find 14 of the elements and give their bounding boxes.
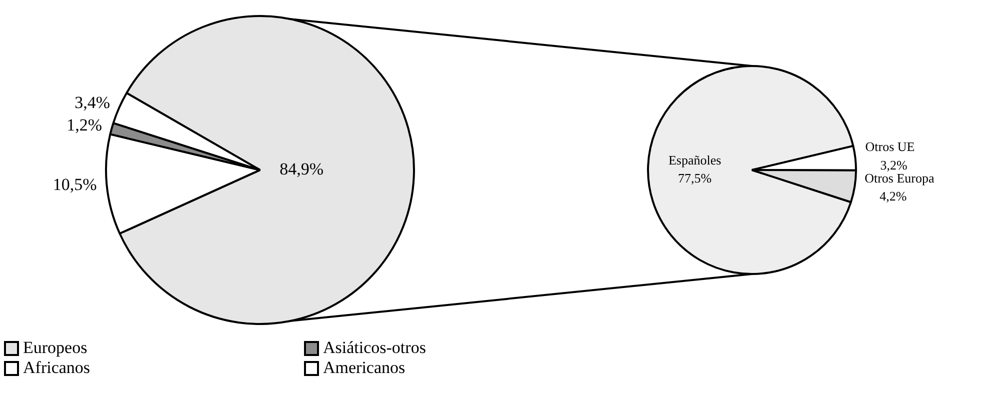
legend-label: Asiáticos-otros	[323, 338, 426, 358]
data-label: 3,2%	[880, 157, 908, 172]
data-label: 3,4%	[74, 93, 110, 112]
slice-label: Otros Europa	[864, 170, 934, 186]
slice-label: Españoles	[668, 152, 722, 168]
legend-label: Africanos	[23, 358, 90, 378]
legend-label: Americanos	[323, 358, 406, 378]
data-label: 4,2%	[880, 188, 907, 204]
data-label: 84,9%	[280, 159, 324, 178]
slice-label: Otros UE	[865, 139, 915, 154]
data-label: 77,5%	[678, 170, 712, 186]
legend-label: Europeos	[23, 338, 88, 358]
data-label: 1,2%	[66, 115, 102, 134]
data-label: 10,5%	[52, 175, 97, 194]
